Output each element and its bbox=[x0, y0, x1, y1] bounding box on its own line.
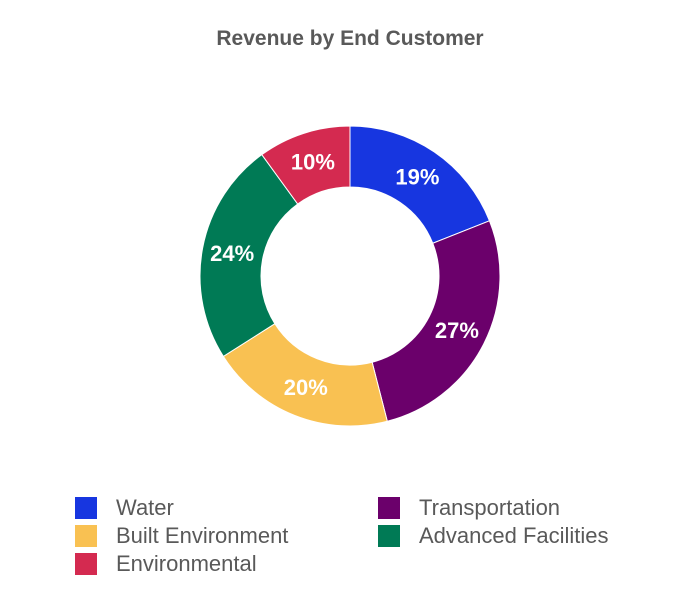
slice-label-advanced-facilities: 24% bbox=[210, 241, 254, 266]
slice-label-built-environment: 20% bbox=[284, 375, 328, 400]
slice-advanced-facilities bbox=[199, 153, 299, 358]
slice-label-water: 19% bbox=[395, 164, 439, 189]
chart-title: Revenue by End Customer bbox=[216, 27, 484, 50]
slice-transportation bbox=[371, 220, 501, 422]
slice-environmental bbox=[261, 125, 351, 205]
slice-label-environmental: 10% bbox=[291, 149, 335, 174]
slice-label-transportation: 27% bbox=[435, 318, 479, 343]
